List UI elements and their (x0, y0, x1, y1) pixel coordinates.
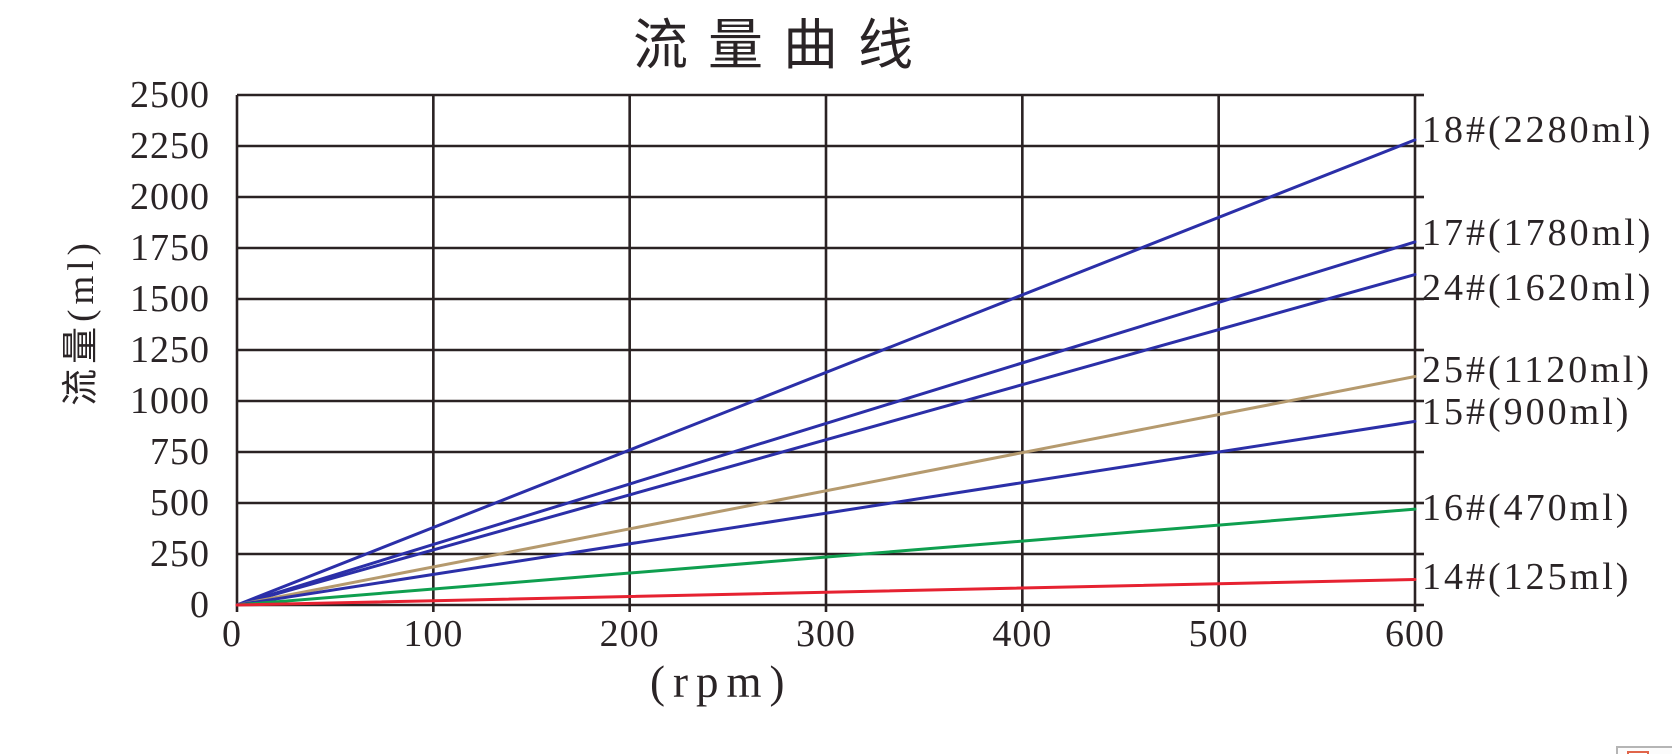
series-end-label-15#(900ml): 15#(900ml) (1422, 391, 1632, 434)
corner-widget-clipped[interactable] (1616, 746, 1672, 754)
x-tick-label-400: 400 (992, 613, 1053, 655)
x-tick-label-300: 300 (796, 613, 856, 655)
x-tick-label-600: 600 (1385, 613, 1445, 655)
series-line-24#(1620ml) (235, 273, 1417, 607)
series-line-17#(1780ml) (235, 240, 1417, 607)
x-tick-label-0: 0 (222, 613, 242, 655)
series-line-16#(470ml) (235, 507, 1417, 607)
y-tick-label-2500: 2500 (130, 74, 210, 116)
y-tick-label-750: 750 (150, 431, 210, 473)
series-end-label-18#(2280ml): 18#(2280ml) (1422, 108, 1654, 151)
series-end-label-17#(1780ml): 17#(1780ml) (1422, 211, 1654, 254)
series-end-label-16#(470ml): 16#(470ml) (1422, 487, 1632, 530)
x-axis-title: (rpm) (650, 657, 793, 707)
series-line-25#(1120ml) (235, 375, 1417, 607)
y-tick-label-1750: 1750 (130, 227, 210, 269)
y-tick-label-2250: 2250 (130, 125, 210, 167)
y-tick-label-1000: 1000 (130, 380, 210, 422)
series-end-label-24#(1620ml): 24#(1620ml) (1422, 266, 1654, 309)
y-tick-label-250: 250 (150, 533, 210, 575)
chart-title: 流量曲线 (633, 15, 934, 76)
y-tick-label-500: 500 (150, 482, 210, 524)
series-end-label-14#(125ml): 14#(125ml) (1422, 555, 1632, 598)
x-tick-label-100: 100 (403, 613, 464, 655)
y-tick-label-1500: 1500 (130, 278, 210, 320)
y-tick-label-1250: 1250 (130, 329, 210, 371)
series-end-label-25#(1120ml): 25#(1120ml) (1422, 348, 1653, 391)
series-line-14#(125ml) (235, 578, 1417, 607)
image-placeholder-icon (1627, 751, 1649, 754)
y-tick-label-0: 0 (190, 584, 210, 626)
y-tick-label-2000: 2000 (130, 176, 210, 218)
x-tick-label-200: 200 (599, 613, 660, 655)
series-line-18#(2280ml) (235, 138, 1417, 607)
series-line-15#(900ml) (235, 419, 1417, 607)
x-tick-label-500: 500 (1188, 613, 1249, 655)
